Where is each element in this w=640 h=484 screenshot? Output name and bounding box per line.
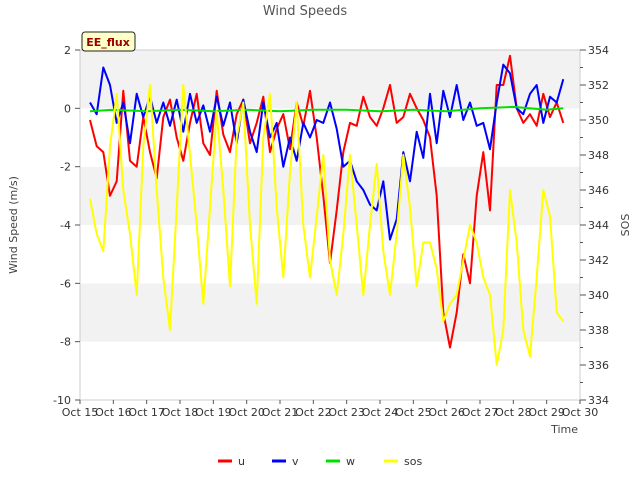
legend: u v w sos xyxy=(218,455,422,468)
x-tick-label: Oct 30 xyxy=(562,406,599,419)
ee-flux-badge-label: EE_flux xyxy=(86,36,130,49)
y2-tick-label: 340 xyxy=(588,289,609,302)
x-tick-label: Oct 25 xyxy=(395,406,432,419)
y-tick-label: 2 xyxy=(64,44,71,57)
series-layer xyxy=(89,54,565,366)
y2-tick-label: 350 xyxy=(588,114,609,127)
x-tick-label: Oct 15 xyxy=(62,406,99,419)
y2-tick-label: 352 xyxy=(588,79,609,92)
legend-label-u: u xyxy=(238,455,245,468)
y2-tick-label: 354 xyxy=(588,44,609,57)
y-tick-label: -10 xyxy=(53,394,71,407)
x-tick-label: Oct 17 xyxy=(128,406,165,419)
x-tick-label: Oct 19 xyxy=(195,406,232,419)
series-line-w xyxy=(89,105,564,113)
series-line-u xyxy=(89,54,565,349)
y-tick-label: 0 xyxy=(64,102,71,115)
y2-tick-label: 346 xyxy=(588,184,609,197)
plot-band xyxy=(80,341,580,400)
x-tick-label: Oct 29 xyxy=(528,406,565,419)
x-tick-label: Oct 27 xyxy=(462,406,499,419)
x-tick-label: Oct 28 xyxy=(495,406,532,419)
x-axis-label: Time xyxy=(550,423,578,436)
y2-tick-label: 348 xyxy=(588,149,609,162)
y2-tick-label: 342 xyxy=(588,254,609,267)
x-tick-label: Oct 20 xyxy=(228,406,265,419)
series-line-sos xyxy=(89,84,565,366)
y-tick-label: -6 xyxy=(60,277,71,290)
y2-axis-label: SOS xyxy=(619,214,632,237)
y-axis: -10 -8 -6 -4 -2 0 2 xyxy=(53,44,80,407)
chart-title: Wind Speeds xyxy=(263,4,348,19)
y2-tick-label: 338 xyxy=(588,324,609,337)
plot-bands xyxy=(80,50,580,400)
legend-label-sos: sos xyxy=(404,455,422,468)
y-tick-label: -4 xyxy=(60,219,71,232)
legend-label-w: w xyxy=(346,455,355,468)
x-tick-label: Oct 26 xyxy=(428,406,465,419)
legend-label-v: v xyxy=(292,455,299,468)
ee-flux-badge: EE_flux xyxy=(81,31,136,52)
plot-band xyxy=(80,166,580,225)
x-tick-label: Oct 21 xyxy=(262,406,299,419)
y2-tick-label: 344 xyxy=(588,219,609,232)
y-tick-label: -2 xyxy=(60,161,71,174)
series-line-v xyxy=(89,63,565,241)
x-tick-label: Oct 18 xyxy=(162,406,199,419)
x-tick-label: Oct 16 xyxy=(95,406,132,419)
x-tick-label: Oct 22 xyxy=(295,406,332,419)
plot-band xyxy=(80,283,580,342)
x-tick-label: Oct 23 xyxy=(328,406,365,419)
y-tick-label: -8 xyxy=(60,336,71,349)
y2-tick-label: 334 xyxy=(588,394,609,407)
y-axis-label: Wind Speed (m/s) xyxy=(7,176,20,274)
x-tick-label: Oct 24 xyxy=(362,406,399,419)
y2-axis: 334 336 338 340 342 344 346 348 350 352 354 xyxy=(580,44,609,407)
y2-tick-label: 336 xyxy=(588,359,609,372)
